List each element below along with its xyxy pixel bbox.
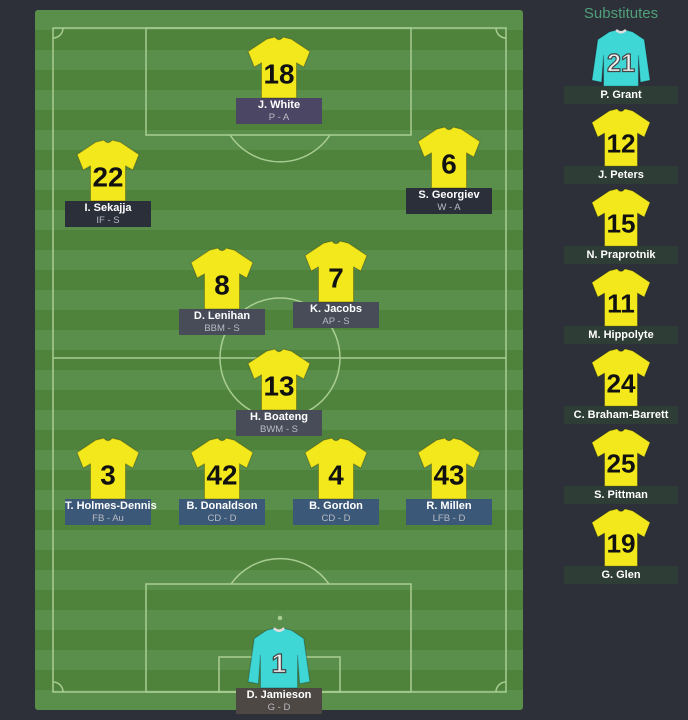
player-label: R. Millen LFB - D bbox=[406, 499, 492, 525]
player-label: B. Donaldson CD - D bbox=[179, 499, 265, 525]
substitute-c-braham-barrett[interactable]: 24 C. Braham-Barrett bbox=[564, 346, 678, 424]
player-label: B. Gordon CD - D bbox=[293, 499, 379, 525]
player-role: IF - S bbox=[96, 215, 120, 226]
player-name: D. Lenihan bbox=[193, 310, 251, 322]
svg-text:6: 6 bbox=[441, 149, 456, 180]
shirt-icon: 18 bbox=[247, 36, 311, 99]
shirt-icon: 12 bbox=[591, 108, 651, 167]
substitute-name: J. Peters bbox=[564, 166, 678, 184]
goalkeeper-shirt-icon: 21 bbox=[591, 28, 651, 87]
svg-text:3: 3 bbox=[100, 460, 115, 491]
substitute-s-pittman[interactable]: 25 S. Pittman bbox=[564, 426, 678, 504]
player-label: S. Georgiev W - A bbox=[406, 188, 492, 214]
player-label: I. Sekajja IF - S bbox=[65, 201, 151, 227]
substitute-name: N. Praprotnik bbox=[564, 246, 678, 264]
shirt-icon: 24 bbox=[591, 348, 651, 407]
substitute-name: P. Grant bbox=[564, 86, 678, 104]
goalkeeper-shirt-icon: 1 bbox=[247, 627, 311, 689]
player-name: B. Gordon bbox=[309, 500, 363, 512]
player-role: W - A bbox=[437, 202, 461, 213]
substitutes-title: Substitutes bbox=[583, 5, 659, 22]
player-role: CD - D bbox=[321, 513, 351, 524]
player-name: R. Millen bbox=[426, 500, 472, 512]
player-name: B. Donaldson bbox=[186, 500, 258, 512]
player-d-jamieson[interactable]: 1 D. Jamieson G - D bbox=[236, 624, 322, 714]
substitute-name: S. Pittman bbox=[564, 486, 678, 504]
player-label: T. Holmes-Dennis FB - Au bbox=[65, 499, 157, 525]
player-label: K. Jacobs AP - S bbox=[293, 302, 379, 328]
svg-text:15: 15 bbox=[606, 209, 635, 239]
svg-text:22: 22 bbox=[93, 162, 124, 193]
svg-text:4: 4 bbox=[328, 460, 344, 491]
player-name: D. Jamieson bbox=[246, 689, 312, 701]
player-name: H. Boateng bbox=[249, 411, 309, 423]
svg-text:24: 24 bbox=[606, 369, 636, 399]
player-label: D. Lenihan BBM - S bbox=[179, 309, 265, 335]
player-b-gordon[interactable]: 4 B. Gordon CD - D bbox=[293, 435, 379, 525]
svg-text:7: 7 bbox=[328, 263, 343, 294]
player-label: H. Boateng BWM - S bbox=[236, 410, 322, 436]
svg-text:43: 43 bbox=[434, 460, 465, 491]
player-name: I. Sekajja bbox=[84, 202, 132, 214]
svg-text:25: 25 bbox=[606, 449, 635, 479]
shirt-icon: 15 bbox=[591, 188, 651, 247]
svg-text:12: 12 bbox=[606, 129, 635, 159]
player-role: BBM - S bbox=[204, 323, 240, 334]
substitute-m-hippolyte[interactable]: 11 M. Hippolyte bbox=[564, 266, 678, 344]
substitute-name: M. Hippolyte bbox=[564, 326, 678, 344]
substitute-name: C. Braham-Barrett bbox=[564, 406, 678, 424]
player-name: J. White bbox=[257, 99, 301, 111]
shirt-icon: 8 bbox=[190, 247, 254, 310]
player-b-donaldson[interactable]: 42 B. Donaldson CD - D bbox=[179, 435, 265, 525]
player-t-holmes-dennis[interactable]: 3 T. Holmes-Dennis FB - Au bbox=[65, 435, 157, 525]
shirt-icon: 22 bbox=[76, 139, 140, 202]
player-label: D. Jamieson G - D bbox=[236, 688, 322, 714]
player-role: CD - D bbox=[207, 513, 237, 524]
player-name: S. Georgiev bbox=[418, 189, 480, 201]
player-role: G - D bbox=[267, 702, 291, 713]
svg-text:18: 18 bbox=[264, 59, 295, 90]
player-label: J. White P - A bbox=[236, 98, 322, 124]
shirt-icon: 25 bbox=[591, 428, 651, 487]
player-name: K. Jacobs bbox=[310, 303, 362, 315]
svg-text:11: 11 bbox=[607, 289, 635, 319]
player-role: BWM - S bbox=[260, 424, 298, 435]
svg-text:19: 19 bbox=[606, 529, 635, 559]
substitute-j-peters[interactable]: 12 J. Peters bbox=[564, 106, 678, 184]
svg-text:1: 1 bbox=[272, 648, 287, 678]
player-k-jacobs[interactable]: 7 K. Jacobs AP - S bbox=[293, 238, 379, 328]
player-role: FB - Au bbox=[92, 513, 124, 524]
substitute-g-glen[interactable]: 19 G. Glen bbox=[564, 506, 678, 584]
substitute-n-praprotnik[interactable]: 15 N. Praprotnik bbox=[564, 186, 678, 264]
shirt-icon: 43 bbox=[417, 437, 481, 500]
substitute-name: G. Glen bbox=[564, 566, 678, 584]
shirt-icon: 7 bbox=[304, 240, 368, 303]
svg-text:42: 42 bbox=[207, 460, 238, 491]
substitute-p-grant[interactable]: 21 P. Grant bbox=[564, 26, 678, 104]
player-j-white[interactable]: 18 J. White P - A bbox=[236, 34, 322, 124]
shirt-icon: 42 bbox=[190, 437, 254, 500]
player-i-sekajja[interactable]: 22 I. Sekajja IF - S bbox=[65, 137, 151, 227]
player-role: LFB - D bbox=[432, 513, 466, 524]
player-s-georgiev[interactable]: 6 S. Georgiev W - A bbox=[406, 124, 492, 214]
player-d-lenihan[interactable]: 8 D. Lenihan BBM - S bbox=[179, 245, 265, 335]
shirt-icon: 4 bbox=[304, 437, 368, 500]
svg-text:13: 13 bbox=[264, 371, 295, 402]
shirt-icon: 6 bbox=[417, 126, 481, 189]
shirt-icon: 11 bbox=[591, 268, 651, 327]
shirt-icon: 19 bbox=[591, 508, 651, 567]
player-h-boateng[interactable]: 13 H. Boateng BWM - S bbox=[236, 346, 322, 436]
player-role: P - A bbox=[268, 112, 290, 123]
player-r-millen[interactable]: 43 R. Millen LFB - D bbox=[406, 435, 492, 525]
svg-text:21: 21 bbox=[607, 50, 635, 78]
player-role: AP - S bbox=[322, 316, 350, 327]
shirt-icon: 13 bbox=[247, 348, 311, 411]
player-name: T. Holmes-Dennis bbox=[65, 500, 157, 512]
shirt-icon: 3 bbox=[76, 437, 140, 500]
svg-text:8: 8 bbox=[214, 270, 229, 301]
